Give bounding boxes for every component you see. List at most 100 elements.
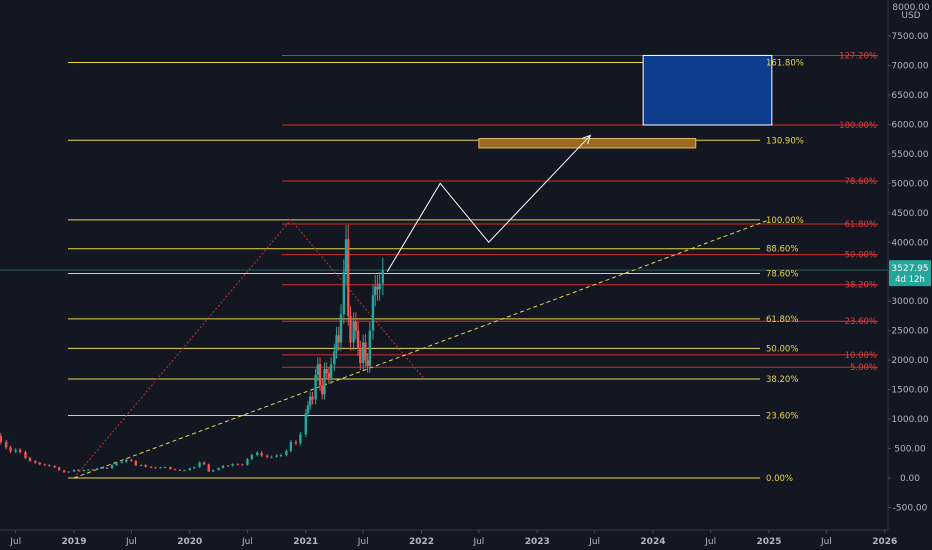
- fib-yellow-label: 100.00%: [766, 216, 804, 226]
- fib-yellow-label: 50.00%: [766, 344, 798, 354]
- candle: [198, 462, 201, 468]
- candle: [335, 335, 338, 352]
- candle: [82, 470, 86, 472]
- candle: [368, 330, 372, 367]
- candle: [53, 465, 56, 468]
- candle: [144, 465, 147, 467]
- y-tick-label: 7000.00: [891, 61, 928, 71]
- candle: [0, 435, 2, 443]
- price-tag-countdown: 4d 12h: [895, 275, 925, 285]
- fib-yellow-label: 0.00%: [766, 474, 793, 484]
- fib-yellow-label: 61.80%: [766, 315, 798, 325]
- candle: [178, 469, 182, 471]
- candle: [105, 467, 109, 469]
- candle: [325, 368, 328, 374]
- y-tick-label: 5000.00: [891, 179, 928, 189]
- candle: [120, 461, 124, 463]
- candle: [250, 455, 254, 460]
- candle: [337, 335, 340, 343]
- candle: [169, 467, 172, 470]
- candle: [352, 321, 355, 343]
- x-tick-label: Jul: [357, 537, 369, 547]
- candle: [316, 364, 320, 375]
- candle: [95, 468, 99, 470]
- candle: [265, 455, 269, 458]
- candle: [226, 465, 230, 467]
- y-tick-label: -500.00: [893, 503, 928, 513]
- x-tick-label: Jul: [820, 537, 832, 547]
- candle: [211, 470, 215, 472]
- candle: [134, 460, 138, 466]
- candle: [38, 462, 41, 465]
- candle: [347, 239, 350, 316]
- candle: [183, 470, 186, 472]
- x-tick-label: Jul: [9, 537, 21, 547]
- x-tick-label: 2026: [872, 537, 897, 547]
- fib-red-label: 5.00%: [850, 363, 877, 373]
- y-tick-label: 2500.00: [891, 327, 928, 337]
- candle: [77, 469, 80, 471]
- candle: [279, 455, 283, 457]
- candle: [101, 467, 104, 469]
- y-tick-label: 2000.00: [891, 356, 928, 366]
- candle: [221, 465, 225, 468]
- candle: [246, 459, 249, 465]
- fib-red-label: 50.00%: [845, 251, 877, 261]
- candle: [48, 465, 51, 467]
- candle: [207, 464, 210, 472]
- candle: [159, 467, 162, 469]
- x-tick-label: Jul: [704, 537, 716, 547]
- candle: [231, 464, 234, 466]
- candle: [149, 466, 153, 468]
- candle: [323, 368, 326, 395]
- candle: [4, 442, 8, 448]
- x-tick-label: Jul: [241, 537, 253, 547]
- candle: [306, 405, 310, 414]
- candle: [173, 469, 177, 471]
- candle: [361, 342, 365, 364]
- x-tick-label: 2024: [640, 537, 665, 547]
- fib-yellow-label: 23.60%: [766, 412, 798, 422]
- fib-red-label: 38.20%: [845, 281, 877, 291]
- fib-yellow-label: 161.80%: [766, 59, 804, 69]
- candle: [130, 459, 133, 461]
- fib-yellow-label: 78.60%: [766, 270, 798, 280]
- candle: [14, 449, 17, 452]
- candle: [24, 452, 27, 458]
- candle: [318, 364, 322, 386]
- candle: [342, 271, 346, 315]
- x-tick-label: Jul: [472, 537, 484, 547]
- candle: [344, 239, 348, 272]
- fib-red-label: 100.00%: [839, 121, 877, 131]
- candle: [339, 314, 343, 343]
- candle: [115, 462, 118, 466]
- y-tick-label: 1500.00: [891, 386, 928, 396]
- candle: [321, 385, 324, 395]
- candle: [364, 342, 367, 361]
- candle: [374, 286, 377, 296]
- candle: [381, 270, 385, 284]
- candle: [28, 457, 32, 461]
- candle: [304, 413, 307, 435]
- candle: [371, 295, 375, 331]
- candle: [217, 467, 220, 471]
- fib-red-label: 127.20%: [839, 51, 877, 61]
- x-tick-label: 2019: [61, 537, 86, 547]
- candle: [309, 396, 312, 406]
- trend-line-yellow-dashed: [73, 219, 770, 479]
- candle: [188, 468, 191, 471]
- fib-yellow-label: 38.20%: [766, 375, 798, 385]
- candle: [311, 396, 314, 400]
- candle: [349, 315, 352, 343]
- candle: [376, 286, 379, 290]
- candle: [314, 374, 317, 400]
- price-tag-value: 3527.95: [891, 264, 928, 274]
- candle: [354, 321, 358, 331]
- candle: [275, 455, 278, 457]
- candle: [333, 351, 336, 365]
- trend-line-red-dotted: [73, 219, 292, 479]
- x-tick-label: 2020: [177, 537, 202, 547]
- y-axis-top-label: 8000.00: [892, 3, 929, 13]
